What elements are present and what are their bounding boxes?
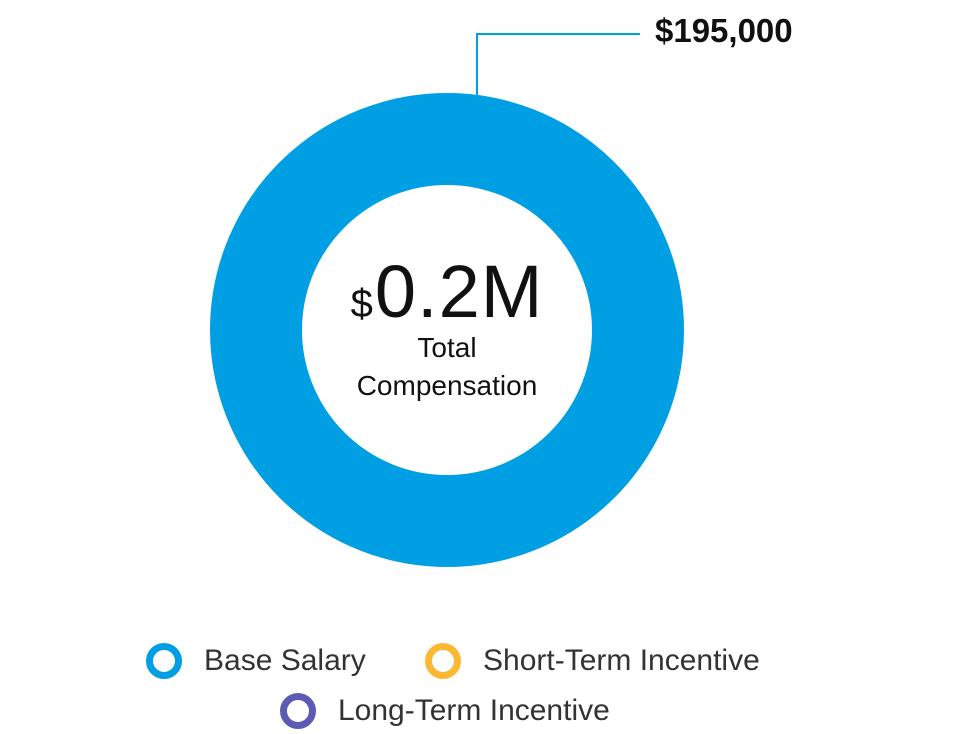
legend-label-long-term-incentive: Long-Term Incentive (338, 694, 610, 727)
legend-item-short-term-incentive: Short-Term Incentive (425, 643, 760, 679)
total-currency-symbol: $ (350, 282, 373, 326)
legend-swatch-base-salary (146, 643, 182, 679)
legend-swatch-short-term-incentive (425, 643, 461, 679)
total-compensation-value: 0.2M (374, 250, 544, 333)
donut-slice-base-salary (210, 93, 684, 567)
callout-value-label: $195,000 (655, 12, 793, 49)
total-compensation-label-line2: Compensation (356, 370, 538, 401)
legend-label-short-term-incentive: Short-Term Incentive (483, 644, 760, 677)
legend-label-base-salary: Base Salary (204, 644, 366, 677)
legend-item-base-salary: Base Salary (146, 643, 366, 679)
legend-item-long-term-incentive: Long-Term Incentive (280, 693, 610, 729)
donut-center-summary: $0.2M Total Compensation (351, 255, 544, 405)
total-compensation-label-line1: Total (417, 332, 477, 363)
callout-leader-line (476, 33, 640, 97)
legend-swatch-long-term-incentive (280, 693, 316, 729)
